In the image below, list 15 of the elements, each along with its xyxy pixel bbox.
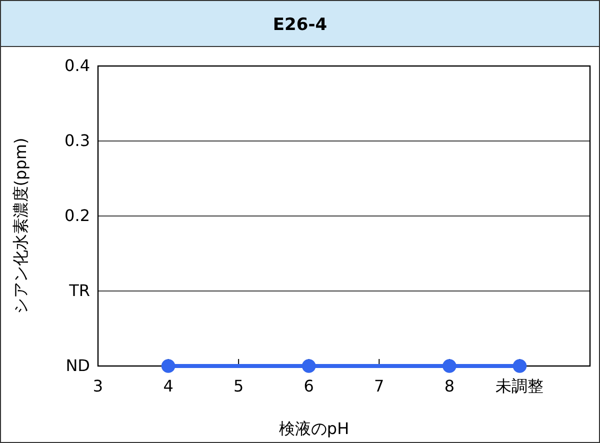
y-axis-title: シアン化水素濃度(ppm) bbox=[11, 138, 30, 314]
x-tick-label: 6 bbox=[304, 376, 314, 396]
y-tick-label: TR bbox=[68, 281, 90, 300]
x-tick-label: 5 bbox=[233, 376, 244, 396]
x-tick-label: 未調整 bbox=[496, 376, 544, 396]
x-tick-label: 8 bbox=[444, 376, 455, 396]
x-tick-label: 3 bbox=[92, 376, 104, 396]
y-tick-label: 0.3 bbox=[64, 131, 90, 150]
y-tick-label: 0.4 bbox=[64, 56, 90, 76]
x-tick-label: 7 bbox=[374, 376, 384, 396]
y-tick-label: 0.2 bbox=[64, 206, 90, 226]
y-tick-label: ND bbox=[66, 356, 90, 376]
x-axis-title: 検液のpH bbox=[278, 419, 350, 438]
x-tick-label: 4 bbox=[163, 376, 174, 396]
chart-title: E26-4 bbox=[272, 15, 328, 35]
